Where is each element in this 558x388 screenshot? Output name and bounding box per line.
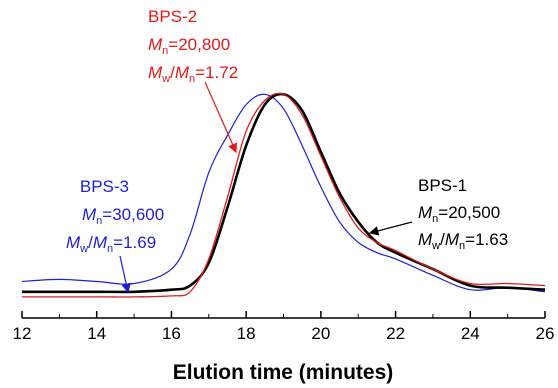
annotation-bps-1: BPS-1 Mn=20,500 Mw/Mn=1.63 xyxy=(368,176,508,252)
annotation-bps-2: BPS-2 Mn=20,800 Mw/Mn=1.72 xyxy=(148,7,238,154)
annotation-bps-2-mn: Mn=20,800 xyxy=(148,35,230,57)
annotation-bps-3-pdi: Mw/Mn=1.69 xyxy=(66,233,156,255)
x-tick-label-22: 22 xyxy=(386,324,405,343)
series-line-bps-2 xyxy=(22,92,546,298)
x-axis-title: Elution time (minutes) xyxy=(173,361,394,384)
annotation-bps-1-mn: Mn=20,500 xyxy=(418,203,500,225)
x-tick-label-16: 16 xyxy=(162,324,181,343)
series-line-bps-3 xyxy=(21,93,546,293)
x-ticks: 12 14 16 18 20 22 24 26 xyxy=(13,311,555,343)
annotation-bps-1-pdi: Mw/Mn=1.63 xyxy=(418,230,508,252)
series-layer xyxy=(21,92,546,298)
annotation-bps-2-arrow xyxy=(204,81,237,154)
annotation-bps-2-name: BPS-2 xyxy=(148,7,197,26)
annotation-bps-2-pdi: Mw/Mn=1.72 xyxy=(148,63,238,85)
annotation-bps-3-arrow xyxy=(119,255,131,294)
annotation-bps-1-arrow xyxy=(368,221,413,236)
annotation-bps-1-name: BPS-1 xyxy=(418,176,467,195)
x-tick-label-14: 14 xyxy=(87,324,106,343)
annotation-bps-3: BPS-3 Mn=30,600 Mw/Mn=1.69 xyxy=(66,177,164,294)
annotation-bps-3-mn: Mn=30,600 xyxy=(82,205,164,227)
x-tick-label-20: 20 xyxy=(311,324,330,343)
x-tick-label-24: 24 xyxy=(461,324,480,343)
x-tick-label-26: 26 xyxy=(536,324,555,343)
annotation-bps-3-name: BPS-3 xyxy=(80,177,129,196)
x-tick-label-12: 12 xyxy=(13,324,32,343)
x-tick-label-18: 18 xyxy=(237,324,256,343)
